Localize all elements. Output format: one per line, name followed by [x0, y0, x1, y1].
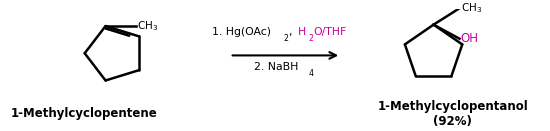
Text: H: H — [298, 27, 306, 37]
Text: 2. NaBH: 2. NaBH — [254, 62, 299, 72]
Text: O/THF: O/THF — [314, 27, 347, 37]
Text: 1-Methylcyclopentene: 1-Methylcyclopentene — [11, 107, 158, 121]
Text: 4: 4 — [308, 69, 314, 78]
Text: CH$_3$: CH$_3$ — [136, 19, 158, 33]
Text: CH$_3$: CH$_3$ — [460, 1, 482, 15]
Text: 1. Hg(OAc)2, H2O/THF: 1. Hg(OAc)2, H2O/THF — [0, 130, 1, 131]
Text: ,: , — [289, 27, 296, 37]
Text: 1-Methylcyclopentanol
(92%): 1-Methylcyclopentanol (92%) — [377, 100, 528, 128]
Text: 2. NaBH4: 2. NaBH4 — [0, 130, 1, 131]
Text: OH: OH — [460, 32, 478, 45]
Text: 2: 2 — [283, 34, 288, 43]
Text: 2: 2 — [308, 34, 313, 43]
Text: 1. Hg(OAc): 1. Hg(OAc) — [212, 27, 271, 37]
